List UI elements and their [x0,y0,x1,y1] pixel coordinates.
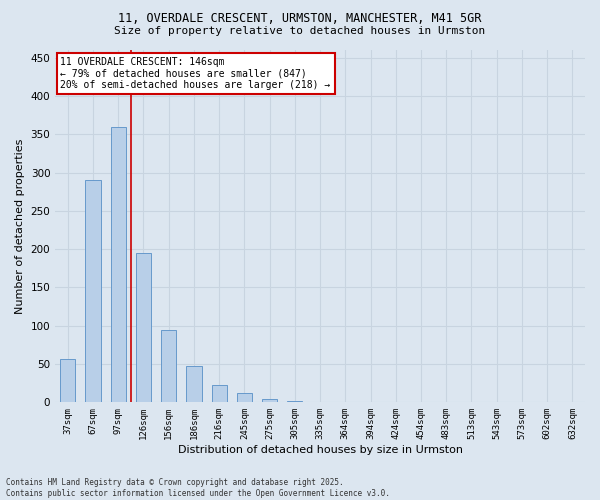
Bar [187,366,202,402]
X-axis label: Distribution of detached houses by size in Urmston: Distribution of detached houses by size … [178,445,463,455]
Bar [287,401,302,402]
Y-axis label: Number of detached properties: Number of detached properties [15,138,25,314]
Text: Size of property relative to detached houses in Urmston: Size of property relative to detached ho… [115,26,485,36]
Bar [262,398,277,402]
Bar [237,393,252,402]
Bar [161,330,176,402]
Bar [212,386,227,402]
Text: 11, OVERDALE CRESCENT, URMSTON, MANCHESTER, M41 5GR: 11, OVERDALE CRESCENT, URMSTON, MANCHEST… [118,12,482,26]
Bar [136,253,151,402]
Text: Contains HM Land Registry data © Crown copyright and database right 2025.
Contai: Contains HM Land Registry data © Crown c… [6,478,390,498]
Bar [85,180,101,402]
Bar [110,126,126,402]
Text: 11 OVERDALE CRESCENT: 146sqm
← 79% of detached houses are smaller (847)
20% of s: 11 OVERDALE CRESCENT: 146sqm ← 79% of de… [61,57,331,90]
Bar [60,358,76,403]
